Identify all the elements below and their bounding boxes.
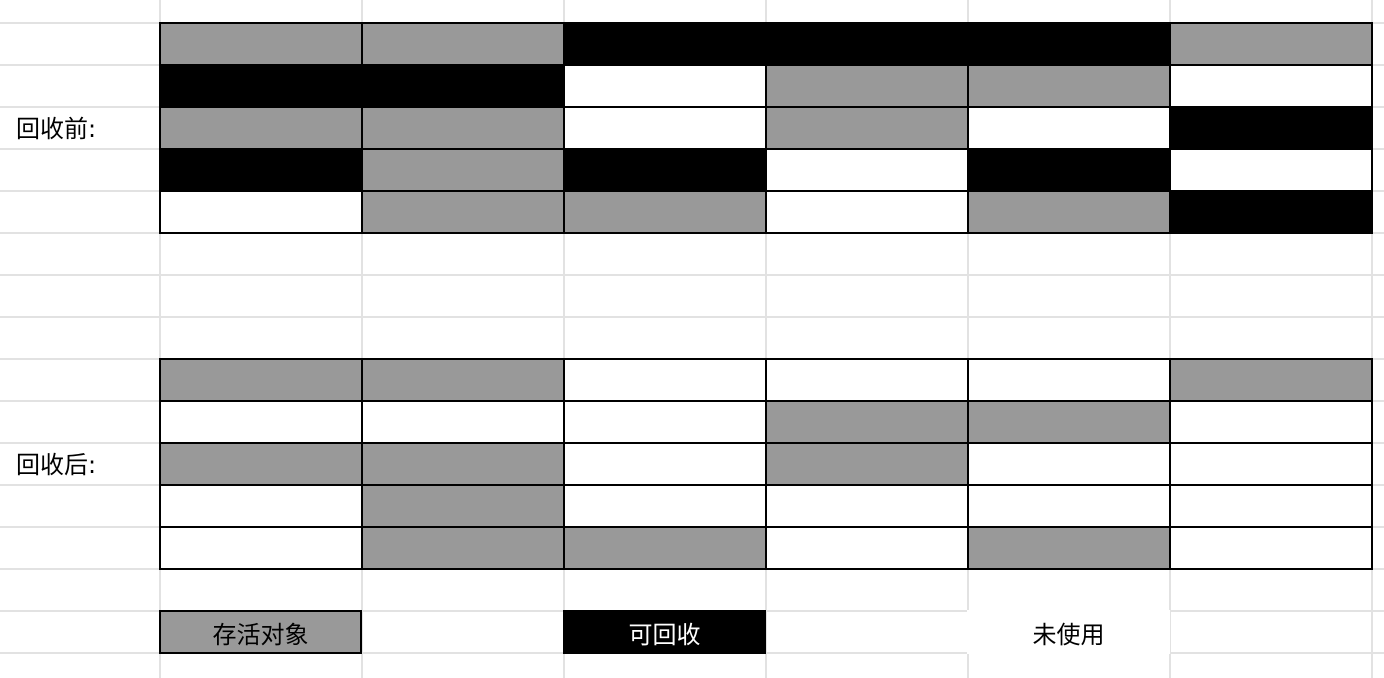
gridline-horizontal <box>0 274 1384 276</box>
before-memory-cell-live <box>563 190 767 234</box>
after-memory-cell-unused <box>159 484 363 528</box>
gridline-horizontal <box>0 316 1384 318</box>
before-memory-cell-live <box>967 64 1171 108</box>
after-memory-cell-unused <box>361 400 565 444</box>
before-memory-cell-reclaimable <box>967 22 1171 66</box>
gridline-vertical <box>967 0 969 678</box>
before-memory-cell-reclaimable <box>159 148 363 192</box>
before-memory-cell-reclaimable <box>361 64 565 108</box>
gridline-vertical <box>1371 0 1373 678</box>
gridline-vertical <box>159 0 161 678</box>
before-memory-cell-live <box>765 64 969 108</box>
after-memory-cell-live <box>1169 358 1373 402</box>
after-memory-cell-unused <box>563 358 767 402</box>
after-memory-cell-live <box>361 442 565 486</box>
before-memory-cell-unused <box>563 106 767 150</box>
before-memory-cell-reclaimable <box>563 22 767 66</box>
after-memory-cell-live <box>361 526 565 570</box>
after-memory-cell-unused <box>1169 526 1373 570</box>
after-memory-cell-live <box>765 400 969 444</box>
before-memory-cell-live <box>361 106 565 150</box>
legend-reclaimable: 可回收 <box>563 610 766 654</box>
legend-live-objects: 存活对象 <box>159 610 362 654</box>
before-memory-cell-unused <box>563 64 767 108</box>
before-memory-cell-reclaimable <box>1169 106 1373 150</box>
before-memory-cell-reclaimable <box>159 64 363 108</box>
gridline-vertical <box>1169 0 1171 678</box>
after-memory-cell-unused <box>765 358 969 402</box>
before-memory-cell-live <box>967 190 1171 234</box>
before-collection-label: 回收前: <box>16 115 97 143</box>
before-memory-cell-live <box>361 190 565 234</box>
after-memory-cell-live <box>563 526 767 570</box>
after-memory-cell-live <box>967 526 1171 570</box>
after-memory-cell-unused <box>765 526 969 570</box>
after-memory-cell-unused <box>967 442 1171 486</box>
after-memory-cell-unused <box>159 526 363 570</box>
after-memory-cell-live <box>159 358 363 402</box>
after-memory-cell-unused <box>563 400 767 444</box>
after-memory-cell-live <box>361 358 565 402</box>
after-memory-cell-unused <box>765 484 969 528</box>
legend-unused: 未使用 <box>967 610 1170 654</box>
before-memory-cell-live <box>159 22 363 66</box>
before-memory-cell-unused <box>1169 148 1373 192</box>
before-memory-cell-live <box>765 106 969 150</box>
before-memory-cell-unused <box>159 190 363 234</box>
before-memory-cell-reclaimable <box>1169 190 1373 234</box>
after-memory-cell-live <box>361 484 565 528</box>
after-collection-label: 回收后: <box>16 451 97 479</box>
after-memory-cell-live <box>765 442 969 486</box>
before-memory-cell-reclaimable <box>765 22 969 66</box>
before-memory-cell-live <box>1169 22 1373 66</box>
before-memory-cell-unused <box>765 148 969 192</box>
after-memory-cell-unused <box>967 484 1171 528</box>
after-memory-cell-unused <box>563 442 767 486</box>
after-memory-cell-unused <box>967 358 1171 402</box>
gridline-vertical <box>563 0 565 678</box>
gridline-vertical <box>765 0 767 678</box>
after-memory-cell-unused <box>563 484 767 528</box>
before-memory-cell-reclaimable <box>563 148 767 192</box>
after-memory-cell-unused <box>1169 400 1373 444</box>
before-memory-cell-live <box>361 148 565 192</box>
before-memory-cell-live <box>159 106 363 150</box>
after-memory-cell-unused <box>1169 442 1373 486</box>
gridline-vertical <box>361 0 363 678</box>
before-memory-cell-unused <box>1169 64 1373 108</box>
before-memory-cell-live <box>361 22 565 66</box>
before-memory-cell-unused <box>765 190 969 234</box>
before-memory-cell-reclaimable <box>967 148 1171 192</box>
before-memory-cell-unused <box>967 106 1171 150</box>
after-memory-cell-live <box>967 400 1171 444</box>
after-memory-cell-live <box>159 442 363 486</box>
after-memory-cell-unused <box>159 400 363 444</box>
after-memory-cell-unused <box>1169 484 1373 528</box>
